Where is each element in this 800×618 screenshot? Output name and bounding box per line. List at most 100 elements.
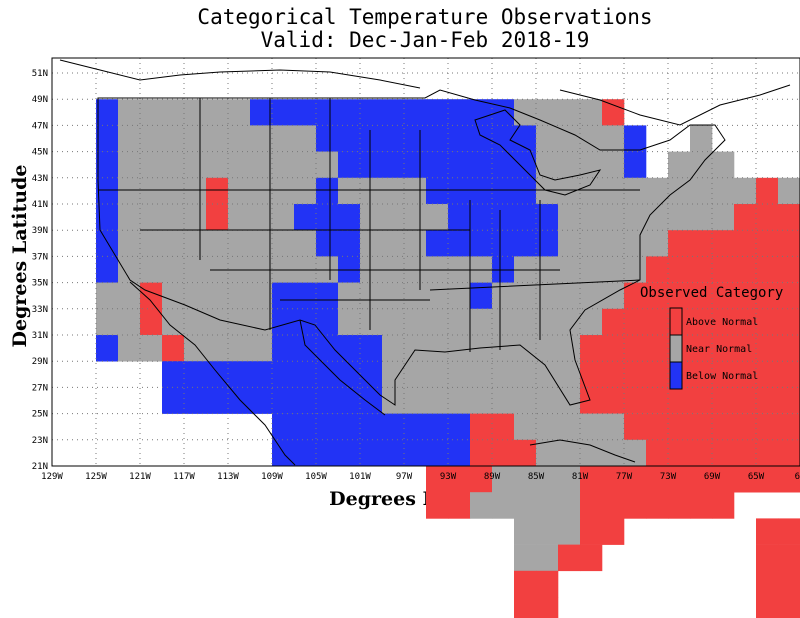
category-cell — [734, 466, 757, 493]
category-cell — [140, 204, 163, 231]
category-cell — [734, 413, 757, 441]
category-cell — [690, 466, 713, 493]
category-cell — [360, 335, 383, 362]
category-cell — [382, 99, 405, 126]
category-cell — [272, 387, 295, 414]
category-cell — [272, 335, 295, 362]
category-cell — [250, 387, 273, 414]
category-cell — [448, 387, 471, 414]
state-borders — [98, 98, 641, 352]
category-cell — [690, 230, 713, 257]
category-cell — [206, 125, 229, 152]
category-cell — [338, 125, 361, 152]
x-tick-label: 125W — [85, 472, 107, 482]
category-cell — [338, 387, 361, 414]
category-cell — [184, 230, 207, 257]
category-cell — [492, 492, 515, 519]
category-cell — [624, 282, 647, 310]
category-cell — [668, 204, 691, 231]
category-cell — [536, 544, 559, 572]
category-cell — [690, 439, 713, 467]
category-cell — [118, 151, 141, 179]
category-cell — [228, 230, 251, 257]
category-cell — [448, 125, 471, 152]
x-tick-label: 81W — [572, 472, 589, 482]
legend-title: Observed Category — [640, 285, 783, 301]
category-cell — [404, 413, 427, 441]
category-cell — [778, 177, 800, 205]
category-cell — [360, 413, 383, 441]
category-cell — [690, 256, 713, 283]
category-cell — [514, 439, 537, 467]
category-cell — [558, 256, 581, 283]
category-cell — [382, 282, 405, 310]
legend-swatch — [669, 334, 683, 363]
category-cell — [580, 492, 603, 519]
category-cell — [250, 361, 273, 388]
y-tick-label: 35N — [32, 279, 48, 289]
category-cell — [448, 466, 471, 493]
category-cell — [426, 387, 449, 414]
x-tick-label: 61 — [795, 472, 800, 482]
category-cell — [558, 177, 581, 205]
category-cell — [184, 204, 207, 231]
x-tick-label: 73W — [660, 472, 677, 482]
category-cell — [140, 177, 163, 205]
category-cell — [580, 387, 603, 414]
category-cell — [624, 177, 647, 205]
category-cell — [602, 387, 625, 414]
category-cell — [140, 256, 163, 283]
category-cell — [316, 125, 339, 152]
category-cell — [536, 570, 559, 598]
category-cell — [756, 308, 779, 336]
category-cell — [624, 439, 647, 467]
category-cell — [470, 361, 493, 388]
category-cell — [646, 282, 669, 310]
category-cell — [294, 335, 317, 362]
category-cell — [558, 99, 581, 126]
category-cell — [404, 361, 427, 388]
category-cell — [756, 518, 779, 545]
category-cell — [492, 439, 515, 467]
category-cell — [602, 308, 625, 336]
category-cell — [294, 361, 317, 388]
category-cell — [558, 492, 581, 519]
category-cell — [96, 99, 119, 126]
category-cell — [96, 256, 119, 283]
category-cell — [360, 308, 383, 336]
category-cell — [712, 466, 735, 493]
category-cell — [162, 282, 185, 310]
mexico-outline — [129, 281, 386, 466]
y-tick-label: 47N — [32, 121, 48, 131]
category-cell — [492, 361, 515, 388]
category-cell — [690, 413, 713, 441]
category-cell — [778, 361, 800, 388]
category-cell — [316, 387, 339, 414]
category-cell — [778, 230, 800, 257]
category-cell — [162, 256, 185, 283]
y-tick-label: 49N — [32, 95, 48, 105]
category-cell — [470, 413, 493, 441]
category-cell — [602, 151, 625, 179]
category-cell — [778, 204, 800, 231]
category-cell — [316, 439, 339, 467]
category-cell — [712, 282, 735, 310]
category-cell — [492, 282, 515, 310]
category-cell — [294, 230, 317, 257]
category-cell — [228, 204, 251, 231]
category-cell — [426, 282, 449, 310]
canada-outline — [59, 59, 791, 126]
category-cell — [580, 544, 603, 572]
category-cell — [580, 282, 603, 310]
x-tick-label: 89W — [484, 472, 501, 482]
category-cell — [272, 177, 295, 205]
category-cell — [96, 282, 119, 310]
category-cell — [184, 335, 207, 362]
plot-frame — [51, 57, 800, 467]
category-cell — [514, 177, 537, 205]
y-tick-label: 31N — [32, 331, 48, 341]
category-cell — [536, 492, 559, 519]
category-cell — [536, 125, 559, 152]
category-cell — [250, 204, 273, 231]
category-cell — [426, 466, 449, 493]
